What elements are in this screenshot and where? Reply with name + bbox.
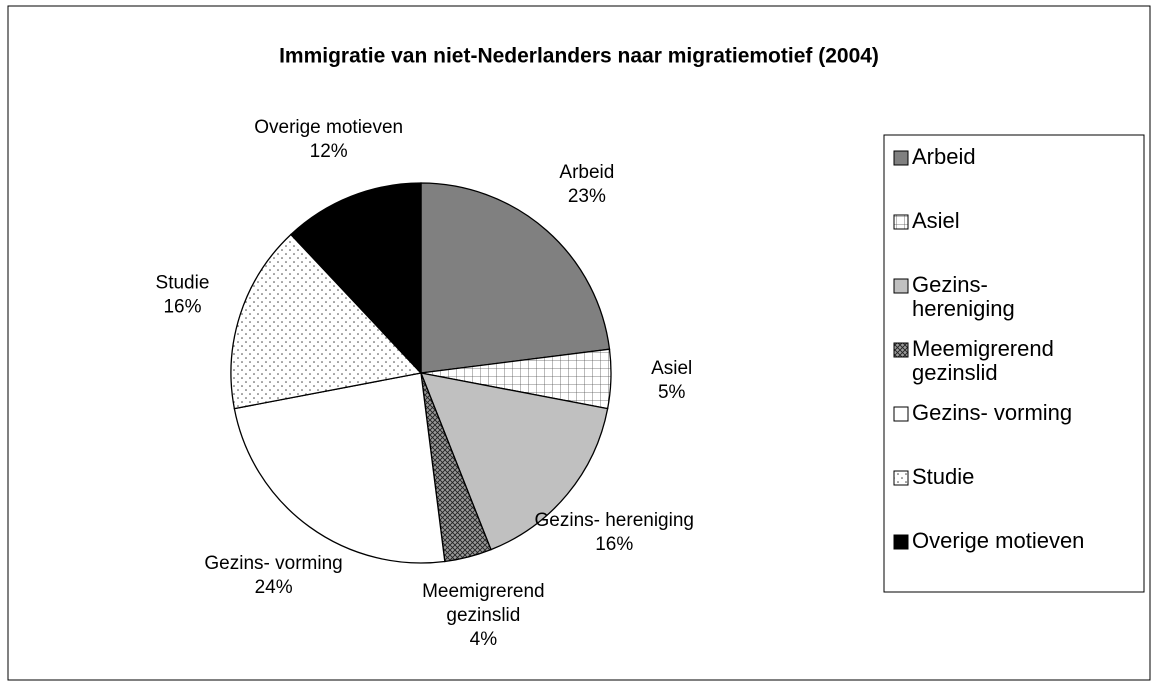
legend-label: Asiel [912,208,960,233]
pie-slice [290,182,422,375]
slice-value-label: 5% [658,382,686,403]
slice-label-name: Gezins- vorming [204,553,342,574]
legend-swatch [893,534,909,550]
slice-value-label: 16% [163,297,201,318]
pie-slice [420,182,611,374]
slice-label-name: Meemigrerend [422,581,545,602]
legend-label: Meemigrerend gezinslid [912,336,1054,385]
slice-label: Arbeid 23% [559,162,614,207]
slice-label: Gezins- hereniging 16% [535,510,694,555]
pie-slice [230,233,423,410]
slice-label-name: Studie [156,273,210,294]
slice-label: Overige motieven 12% [254,117,403,162]
pie-slice [419,372,609,551]
pie-slice [233,372,446,564]
slice-label-name: Gezins- hereniging [535,510,694,531]
slice-label: Studie 16% [156,273,210,318]
slice-value-label: 24% [255,577,293,598]
legend-box [883,134,1145,593]
legend-label: Overige motieven [912,528,1084,553]
slice-value-label: 16% [595,534,633,555]
slice-label-name: Asiel [651,358,692,379]
slice-label: Asiel 5% [651,358,692,403]
slice-value-label: 12% [310,141,348,162]
slice-value-label: 23% [568,186,606,207]
legend-label: Arbeid [912,144,976,169]
legend-swatch [893,406,909,422]
legend-swatch [893,214,909,230]
legend-swatch [893,470,909,486]
legend-label: Gezins-hereniging [912,272,1015,321]
legend-label: Gezins- vorming [912,400,1072,425]
slice-label: Gezins- vorming 24% [204,553,342,598]
legend-label: Studie [912,464,974,489]
chart-title: Immigratie van niet-Nederlanders naar mi… [279,45,879,68]
slice-label: Meemigrerend gezinslid 4% [422,581,545,650]
legend-swatch [893,278,909,294]
slice-value-label: 4% [470,629,498,650]
legend-swatch [893,342,909,358]
slice-label-name: Arbeid [559,162,614,183]
legend-swatch [893,150,909,166]
slice-label-name: Overige motieven [254,117,403,138]
